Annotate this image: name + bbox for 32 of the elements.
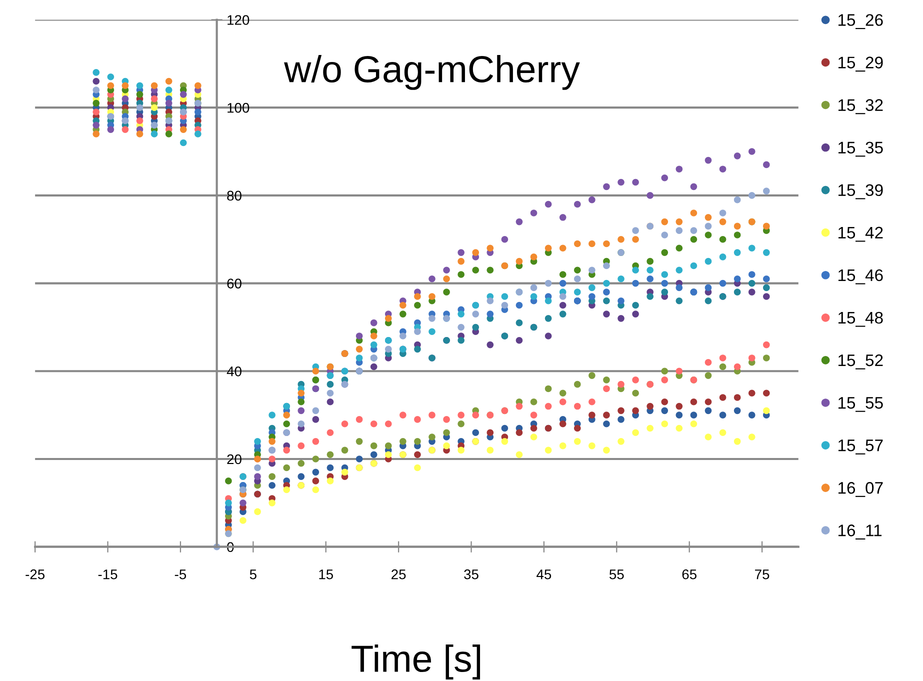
- legend-label: 15_26: [838, 14, 883, 30]
- x-axis-title: Time [s]: [352, 644, 480, 680]
- legend-label: 15_52: [838, 354, 883, 370]
- legend-label: 15_57: [838, 440, 883, 454]
- legend-label: 16_11: [838, 524, 882, 540]
- legend-label: 15_29: [838, 56, 883, 72]
- x-tick-label: 75: [755, 570, 770, 580]
- x-tick-label: -25: [26, 569, 45, 580]
- text: w/o Gag-mCherry: [284, 54, 580, 90]
- y-tick-label: 20: [227, 454, 242, 464]
- y-tick-label: 80: [227, 190, 242, 201]
- legend-label: 16_07: [838, 482, 883, 497]
- y-tick-label: 100: [228, 102, 250, 113]
- x-tick-label: -15: [98, 570, 118, 580]
- legend-label: 15_48: [838, 312, 883, 327]
- legend-label: 15_42: [838, 226, 883, 242]
- y-tick-label: 40: [226, 366, 242, 376]
- legend-label: 15_32: [838, 99, 883, 114]
- x-tick-label: 55: [609, 570, 624, 580]
- legend-label: 15_55: [838, 397, 883, 412]
- legend-label: 15_39: [838, 184, 883, 200]
- legend-label: 15_35: [838, 142, 883, 157]
- y-tick-label: 120: [228, 15, 250, 25]
- y-tick-label: 60: [227, 278, 242, 288]
- x-tick-label: 25: [392, 569, 406, 580]
- legend-label: 15_46: [838, 269, 883, 284]
- x-tick-label: -5: [174, 570, 186, 580]
- x-tick-label: 15: [319, 570, 334, 580]
- x-tick-label: 5: [250, 570, 256, 580]
- x-tick-label: 65: [682, 569, 696, 580]
- x-tick-label: 35: [464, 569, 478, 580]
- x-tick-label: 45: [536, 570, 552, 580]
